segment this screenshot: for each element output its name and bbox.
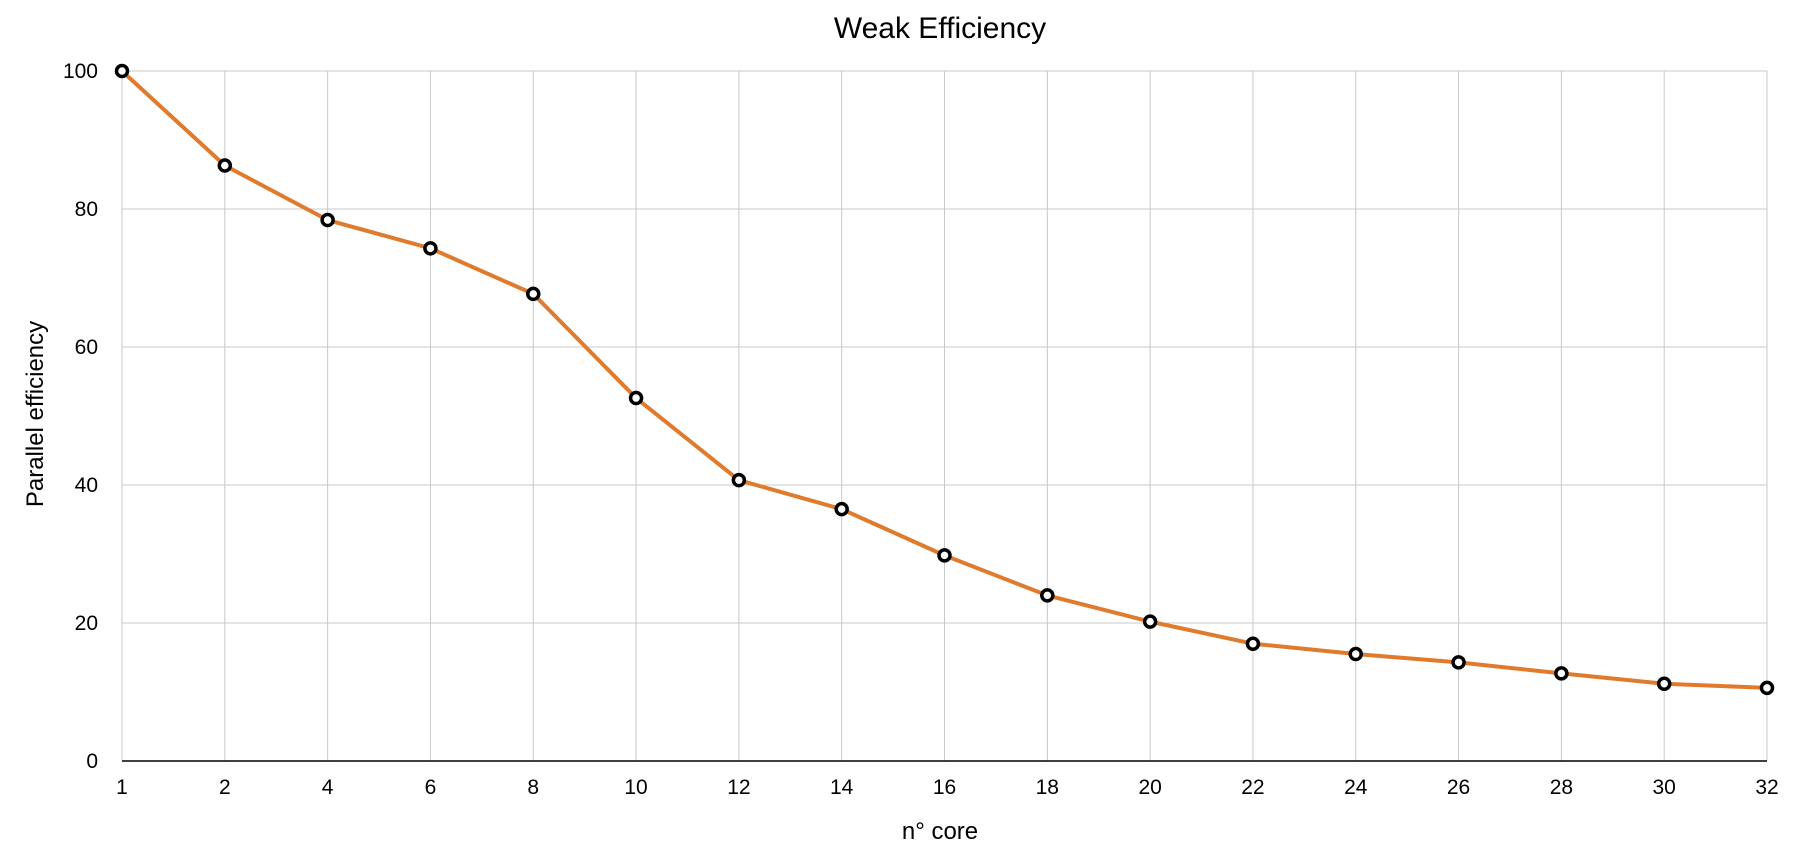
data-point (1656, 676, 1672, 691)
data-point (937, 548, 952, 563)
x-tick-label: 30 (1653, 776, 1676, 799)
x-tick-label: 4 (322, 776, 334, 799)
x-tick-label: 22 (1241, 776, 1264, 799)
y-tick-label: 80 (75, 198, 98, 221)
data-point (1245, 636, 1261, 651)
y-tick-label: 40 (75, 474, 98, 497)
y-tick-label: 0 (86, 750, 98, 773)
data-point (834, 501, 849, 517)
data-point (526, 286, 541, 302)
data-point (217, 158, 233, 173)
x-tick-label: 10 (624, 776, 647, 799)
data-point (1040, 588, 1055, 603)
y-tick-label: 20 (75, 612, 98, 635)
x-tick-label: 26 (1447, 776, 1470, 799)
data-point (1451, 655, 1466, 670)
data-point (1554, 666, 1569, 681)
x-tick-label: 28 (1550, 776, 1573, 799)
grid (121, 70, 1768, 761)
data-point (628, 390, 644, 406)
x-tick-label: 8 (527, 776, 539, 799)
data-point (1759, 680, 1775, 696)
x-tick-label: 20 (1138, 776, 1161, 799)
data-point (114, 63, 130, 79)
data-point (1142, 614, 1158, 629)
labels: Weak Efficiency n° core Parallel efficie… (22, 12, 1046, 845)
axes: 1 2 4 6 8 10 12 14 16 18 20 22 24 26 28 30 3202040608010… (63, 60, 1779, 799)
x-tick-label: 14 (830, 776, 854, 799)
data-point (731, 472, 747, 488)
y-axis-label: Parallel efficiency (22, 321, 49, 507)
series-layer (114, 63, 1775, 696)
x-tick-label: 12 (727, 776, 750, 799)
x-tick-label: 6 (425, 776, 437, 799)
x-tick-label: 2 (219, 776, 231, 799)
x-tick-label: 16 (933, 776, 956, 799)
y-tick-label: 100 (63, 60, 98, 83)
y-tick-label: 60 (75, 336, 98, 359)
x-tick-label: 18 (1036, 776, 1059, 799)
chart-title: Weak Efficiency (834, 12, 1046, 45)
x-axis-label: n° core (902, 818, 978, 845)
x-tick-label: 1 (116, 776, 128, 799)
x-tick-label: 24 (1344, 776, 1368, 799)
x-tick-label: 32 (1755, 776, 1778, 799)
data-point (423, 241, 438, 256)
data-point (1348, 646, 1363, 662)
data-point (320, 212, 335, 228)
